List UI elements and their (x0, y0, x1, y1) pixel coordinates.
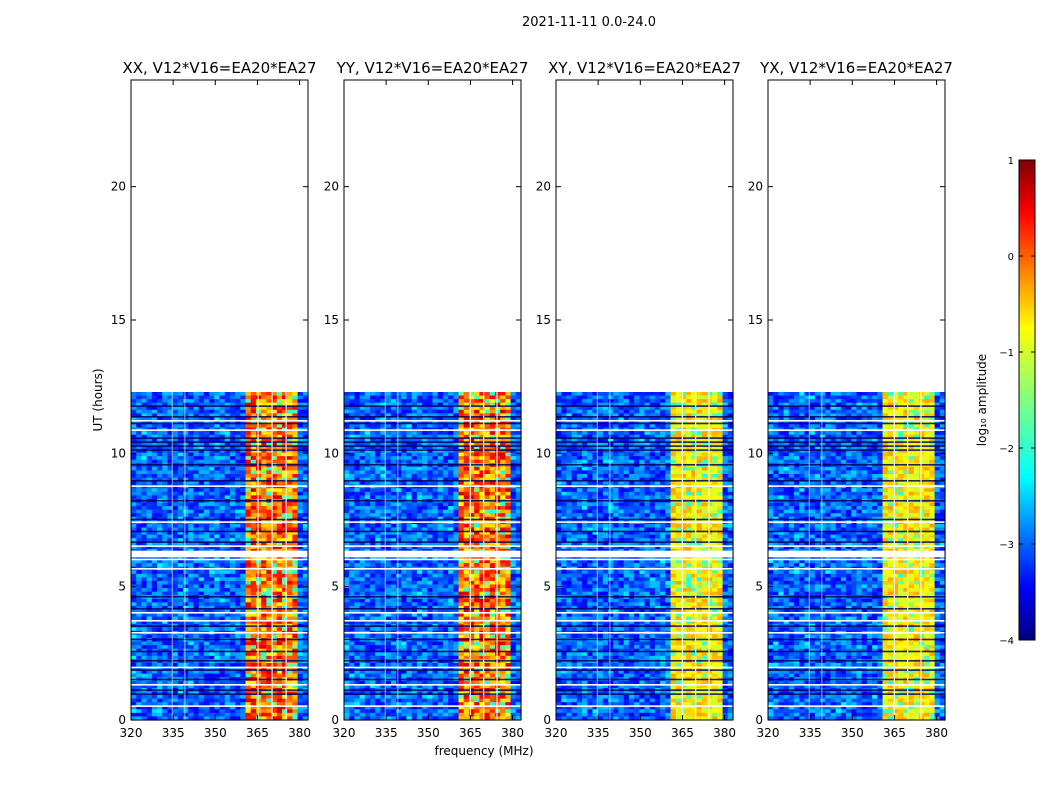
panel-2: 320 335 350 365 380 0 5 10 15 20 XY, V12*V16=EA20*… (536, 59, 741, 740)
y-tick-label: 0 (118, 713, 126, 727)
panel-3: 320 335 350 365 380 0 5 10 15 20 YX, V12*V16=EA20*… (748, 59, 953, 740)
panel-title: XY, V12*V16=EA20*EA27 (548, 59, 741, 77)
panel-title: XX, V12*V16=EA20*EA27 (122, 59, 316, 77)
x-tick-label: 335 (587, 726, 610, 740)
colorbar: 1 0 −1 −2 −3 −4 log₁₀ amplitude (975, 156, 1036, 647)
x-tick-label: 380 (713, 726, 736, 740)
axes-frame (555, 79, 734, 721)
x-tick-label: 365 (246, 726, 269, 740)
x-tick-label: 380 (288, 726, 311, 740)
axes-frame (343, 79, 522, 721)
panel-1: 320 335 350 365 380 0 5 10 15 20 YY, V12*V16=EA20*… (324, 59, 529, 740)
y-tick-label: 10 (748, 446, 763, 460)
x-tick-label: 320 (545, 726, 568, 740)
x-tick-label: 320 (757, 726, 780, 740)
colorbar-gradient (1018, 159, 1036, 641)
y-tick-label: 0 (331, 713, 339, 727)
heatmap-panels: 320 335 350 365 380 0 5 10 15 20 XX, V12*V16=EA20*… (111, 59, 953, 740)
x-tick-label: 350 (417, 726, 440, 740)
y-tick-label: 15 (111, 313, 126, 327)
colorbar-tick-label: −4 (999, 636, 1014, 647)
colorbar-tick-label: −1 (999, 348, 1014, 359)
y-tick-label: 5 (755, 580, 763, 594)
x-tick-label: 335 (375, 726, 398, 740)
y-tick-label: 20 (324, 180, 339, 194)
x-tick-label: 320 (333, 726, 356, 740)
y-axis-label: UT (hours) (91, 368, 105, 431)
x-tick-label: 350 (204, 726, 227, 740)
panel-title: YY, V12*V16=EA20*EA27 (336, 59, 529, 77)
colorbar-tick-label: 1 (1008, 156, 1014, 167)
y-tick-label: 20 (536, 180, 551, 194)
axes-frame (767, 79, 946, 721)
colorbar-tick-label: −2 (999, 444, 1014, 455)
y-tick-label: 10 (324, 446, 339, 460)
x-tick-label: 365 (883, 726, 906, 740)
colorbar-tick-label: −3 (999, 540, 1014, 551)
y-tick-label: 5 (543, 580, 551, 594)
x-tick-label: 335 (162, 726, 185, 740)
colorbar-label: log₁₀ amplitude (975, 354, 989, 446)
y-tick-label: 20 (111, 180, 126, 194)
y-tick-label: 5 (118, 580, 126, 594)
x-tick-label: 350 (629, 726, 652, 740)
panel-0: 320 335 350 365 380 0 5 10 15 20 XX, V12*V16=EA20*… (111, 59, 317, 740)
x-tick-label: 335 (799, 726, 822, 740)
x-tick-label: 365 (671, 726, 694, 740)
x-tick-label: 320 (120, 726, 143, 740)
x-tick-label: 380 (501, 726, 524, 740)
x-tick-label: 365 (459, 726, 482, 740)
heatmap-raster (344, 392, 522, 721)
y-tick-label: 15 (324, 313, 339, 327)
panel-title: YX, V12*V16=EA20*EA27 (759, 59, 953, 77)
heatmap-raster (556, 392, 734, 721)
y-tick-label: 5 (331, 580, 339, 594)
heatmap-raster (131, 392, 309, 721)
y-tick-label: 0 (755, 713, 763, 727)
x-tick-label: 380 (925, 726, 948, 740)
axes-frame (130, 79, 309, 721)
x-axis-label: frequency (MHz) (434, 744, 533, 758)
y-tick-label: 10 (536, 446, 551, 460)
heatmap-raster (768, 392, 946, 721)
colorbar-tick-label: 0 (1008, 252, 1014, 263)
y-tick-label: 15 (748, 313, 763, 327)
x-tick-label: 350 (841, 726, 864, 740)
y-tick-label: 10 (111, 446, 126, 460)
y-tick-label: 0 (543, 713, 551, 727)
y-tick-label: 20 (748, 180, 763, 194)
figure-suptitle: 2021-11-11 0.0-24.0 (522, 15, 656, 30)
y-tick-label: 15 (536, 313, 551, 327)
